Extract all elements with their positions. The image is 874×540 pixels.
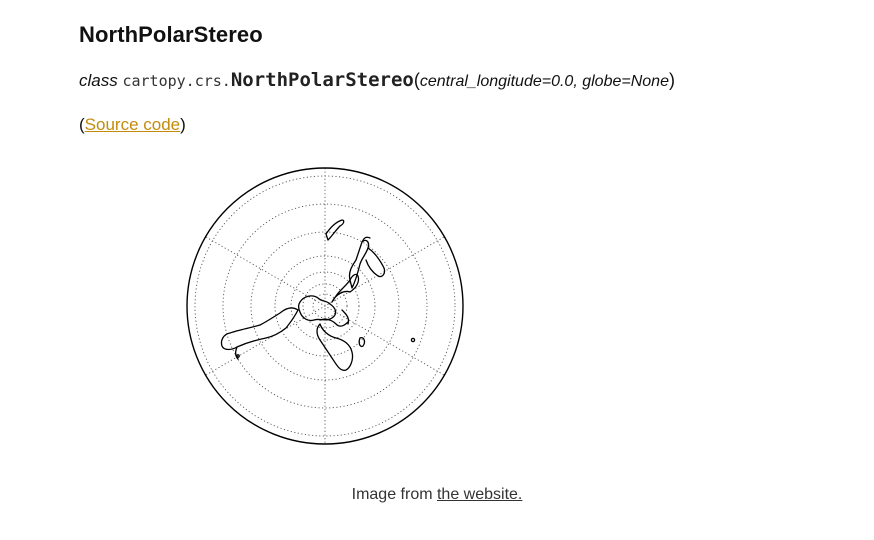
source-code-line: (Source code) [79, 113, 186, 137]
signature-close-paren: ) [668, 70, 675, 90]
source-code-link[interactable]: Source code [84, 115, 181, 134]
coastline-kamchatka [365, 247, 386, 278]
coastline-arctic-islands [297, 295, 337, 322]
north-polar-stereo-map [186, 167, 464, 445]
signature-open-paren: ( [413, 70, 420, 90]
map-boundary [186, 167, 464, 445]
coastline-novaya-zemlya [325, 219, 345, 241]
coastline-asia [348, 239, 370, 289]
source-close-paren: ) [180, 115, 186, 134]
coastline-scandinavia [331, 273, 360, 303]
graticule-meridians [205, 168, 445, 444]
coastline-india [341, 309, 350, 325]
signature-module: cartopy.crs. [122, 72, 231, 90]
class-signature: class cartopy.crs.NorthPolarStereo(centr… [79, 67, 675, 95]
coastline-alaska [234, 346, 239, 360]
signature-params: central_longitude=0.0, globe=None [419, 73, 669, 90]
source-open-paren: ( [79, 115, 85, 134]
caption-prefix: Image from [351, 486, 437, 503]
caption-website-link[interactable]: the website. [436, 486, 523, 503]
coastline-africa [316, 323, 354, 371]
signature-class-name: NorthPolarStereo [230, 69, 414, 91]
coastline-island-east [410, 337, 416, 343]
coastlines [220, 219, 416, 371]
coastline-far-east [361, 236, 371, 243]
signature-keyword: class [79, 71, 118, 90]
page-title: NorthPolarStereo [79, 22, 263, 47]
coastline-madagascar [358, 336, 366, 348]
coastline-americas [220, 307, 299, 351]
image-caption: Image from the website. [0, 484, 874, 506]
coastline-europe [319, 318, 349, 327]
coastline-island-west [236, 354, 240, 358]
